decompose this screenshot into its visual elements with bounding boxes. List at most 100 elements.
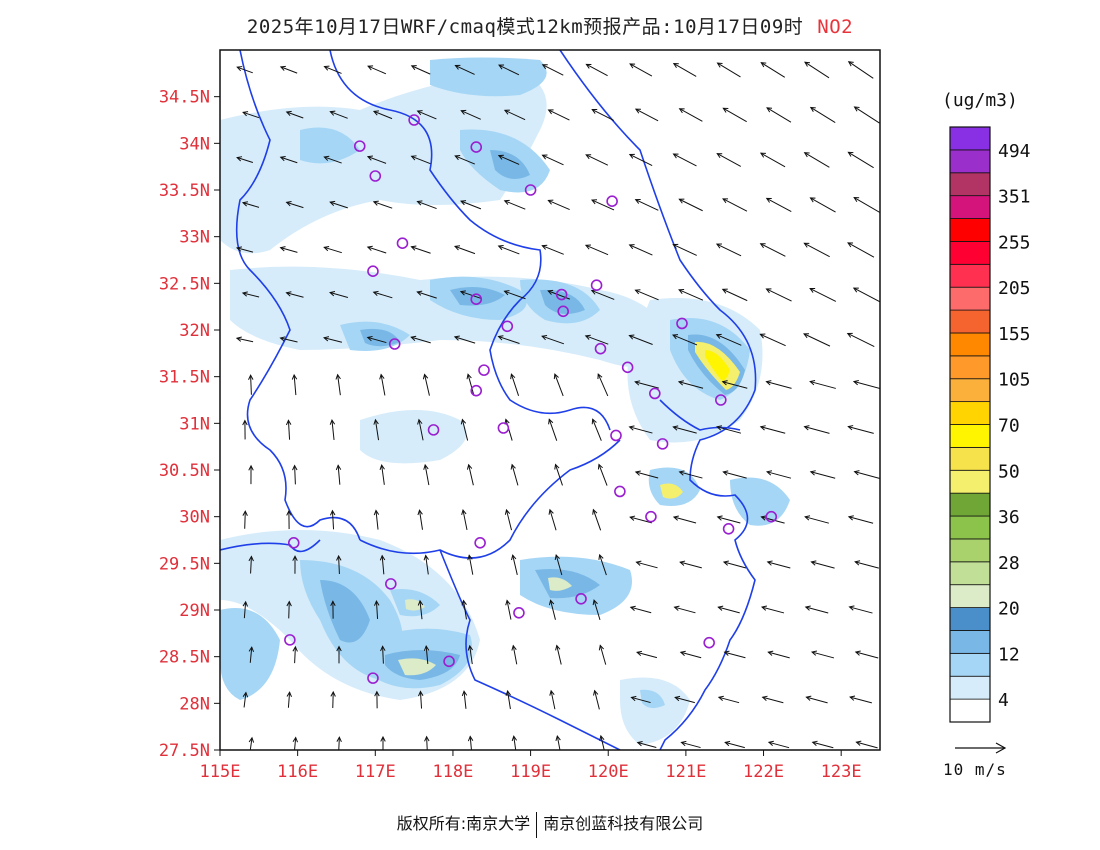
wind-arrow [592, 599, 601, 620]
wind-arrow [416, 290, 437, 299]
wind-arrow [584, 244, 609, 256]
wind-arrow [248, 374, 254, 395]
station-marker [610, 429, 622, 442]
wind-arrow [380, 735, 386, 750]
wind-arrow [503, 109, 526, 121]
conc-area-north-2 [430, 57, 547, 97]
wind-arrow [461, 690, 468, 709]
wind-arrow [505, 689, 511, 710]
wind-arrow [809, 470, 836, 479]
wind-arrow [497, 335, 520, 344]
wind-arrow [629, 63, 653, 77]
wind-arrow [329, 200, 348, 209]
wind-arrow [766, 107, 792, 123]
colorbar-swatch [949, 607, 991, 631]
wind-arrow [423, 554, 429, 575]
wind-arrow [235, 246, 254, 253]
wind-arrow [599, 734, 605, 750]
colorbar-label: 28 [998, 553, 1020, 574]
wind-arrow [424, 735, 430, 750]
wind-arrow [236, 156, 254, 163]
station-marker [408, 114, 420, 126]
wind-arrow [597, 463, 608, 486]
reference-wind-label: 10 m/s [943, 760, 1007, 779]
wind-arrow [366, 335, 387, 344]
wind-arrow [636, 740, 657, 748]
wind-arrow [467, 644, 474, 665]
wind-arrow [585, 154, 609, 166]
wind-arrow [634, 199, 659, 211]
wind-arrow [679, 560, 702, 569]
station-marker [501, 320, 514, 333]
wind-arrow [805, 695, 828, 704]
wind-arrow [585, 63, 608, 77]
wind-arrow [374, 690, 380, 709]
wind-arrow [416, 200, 437, 210]
copyright-right: 南京创蓝科技有限公司 [543, 814, 704, 833]
wind-arrow [721, 380, 748, 389]
wind-arrow [672, 425, 697, 434]
shanghai-border [659, 399, 741, 431]
wind-arrow [460, 109, 481, 120]
plot-frame [219, 49, 881, 751]
wind-arrow [242, 510, 248, 529]
wind-arrow [809, 288, 837, 302]
colorbar-swatch [949, 286, 991, 311]
wind-arrow [847, 425, 874, 434]
colorbar-swatch [949, 355, 991, 380]
wind-arrow [761, 695, 784, 704]
wind-arrow [717, 605, 740, 614]
wind-arrow [335, 373, 341, 396]
wind-arrow [636, 650, 658, 659]
colorbar: 4 12 20 28 36 50 70 105 155 205 255 351 494 [949, 126, 1031, 723]
wind-arrow [584, 334, 609, 345]
zhejiang-jiangxi-border [439, 549, 621, 750]
station-marker [396, 237, 409, 249]
wind-arrow [724, 740, 745, 749]
lat-tick-label: 28N [179, 694, 210, 714]
wind-arrow [417, 509, 423, 530]
wind-arrow [285, 201, 304, 209]
colorbar-label: 255 [998, 232, 1031, 253]
wind-arrow [672, 334, 698, 346]
wind-arrow [634, 108, 659, 122]
wind-arrow [422, 373, 430, 396]
wind-arrow [279, 65, 298, 74]
wind-vector-field [235, 61, 880, 750]
wind-arrow [380, 645, 386, 664]
wind-arrow [510, 463, 519, 486]
wind-arrow [630, 695, 651, 704]
station-marker [388, 338, 401, 350]
station-marker [715, 394, 727, 406]
wind-arrow [678, 198, 703, 212]
wind-arrow [628, 244, 653, 256]
station-marker [497, 422, 510, 434]
longitude-axis: 115E 116E 117E 118E 119E 120E 121E 122E 123E [200, 750, 862, 782]
latitude-axis: 27.5N 28N 28.5N 29N 29.5N 30N 30.5N 31N 31.5N 32N… [159, 88, 220, 761]
wind-arrow [548, 508, 557, 531]
wind-arrow [417, 599, 424, 620]
wind-arrow [721, 288, 748, 302]
colorbar-swatch [949, 446, 991, 471]
wind-arrow [242, 111, 260, 119]
station-marker [353, 140, 366, 152]
wind-arrow [722, 560, 747, 569]
colorbar-swatch [949, 538, 991, 563]
wind-arrow [672, 62, 697, 77]
station-marker [765, 510, 778, 523]
wind-arrow [634, 380, 659, 389]
wind-arrow [241, 201, 260, 208]
lat-tick-label: 29.5N [159, 554, 210, 574]
wind-arrow [847, 151, 874, 169]
lat-tick-label: 30N [179, 508, 210, 528]
wind-arrow [634, 289, 659, 301]
wind-arrow [677, 380, 704, 389]
colorbar-label: 105 [998, 370, 1031, 391]
conc-area-south-peak [398, 658, 436, 676]
wind-arrow [248, 555, 254, 574]
colorbar-label: 155 [998, 324, 1031, 345]
station-marker [645, 510, 657, 523]
wind-arrow [547, 199, 570, 211]
station-marker [703, 636, 715, 649]
wind-arrow [809, 106, 836, 124]
